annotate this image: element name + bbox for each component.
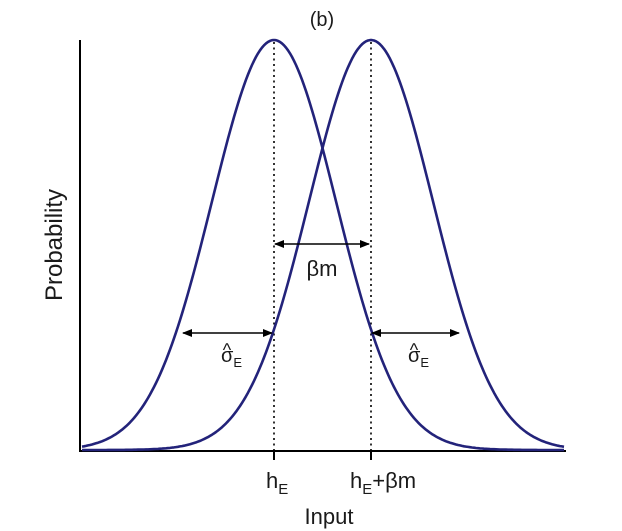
- shift-label: βm: [307, 256, 338, 281]
- gaussian-curve-right: [82, 38, 565, 452]
- width-label-right: σE: [408, 345, 429, 370]
- y-axis-title: Probability: [41, 189, 68, 301]
- width-hat-right: ^: [410, 340, 419, 360]
- width-label-left: σE: [221, 345, 242, 370]
- width-hat-left: ^: [223, 340, 232, 360]
- x-axis-title: Input: [305, 504, 354, 529]
- x-tick-label-hE-plus-bm: hE+βm: [350, 468, 416, 498]
- x-tick-label-hE: hE: [266, 468, 288, 498]
- panel-label: (b): [310, 9, 334, 31]
